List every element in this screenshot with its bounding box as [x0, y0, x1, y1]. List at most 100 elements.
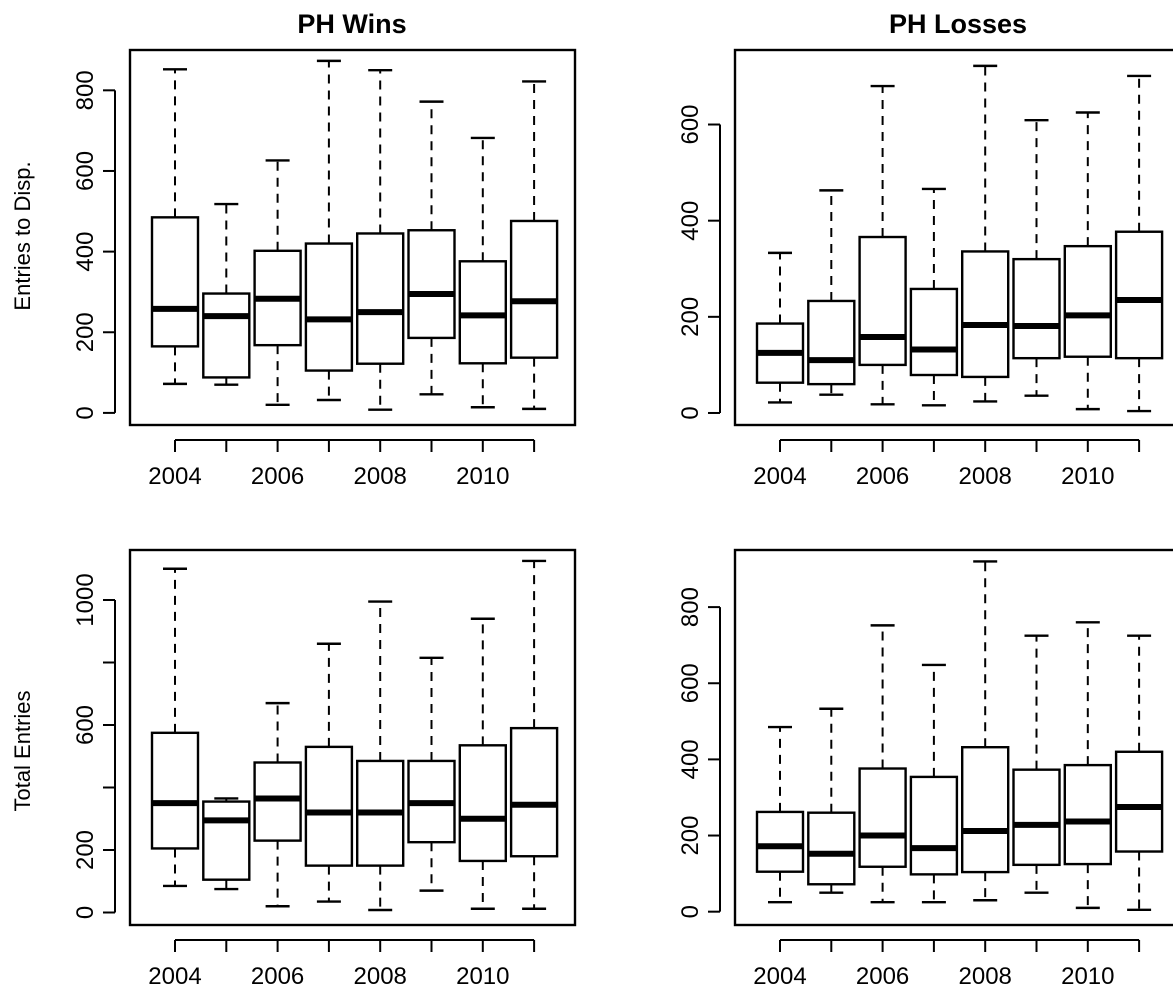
box-2010	[458, 136, 507, 409]
iqr-box	[1114, 750, 1164, 853]
y-tick-label: 0	[72, 406, 99, 419]
iqr-box	[858, 235, 907, 367]
box-2009	[407, 100, 456, 396]
plot-frame	[128, 548, 577, 927]
iqr-box	[909, 287, 959, 377]
box-2005	[202, 202, 251, 386]
box-2006	[858, 84, 907, 406]
x-tick-label: 2004	[753, 463, 806, 490]
iqr-box	[1063, 244, 1113, 358]
iqr-box	[1063, 763, 1113, 866]
iqr-box	[1012, 257, 1061, 360]
iqr-box	[202, 800, 251, 881]
x-tick-label: 2010	[456, 463, 509, 490]
y-tick-label: 200	[72, 830, 99, 870]
iqr-box	[458, 744, 507, 863]
x-tick-label: 2006	[251, 963, 304, 987]
box-2009	[1012, 634, 1061, 894]
box-2006	[858, 624, 907, 904]
iqr-box	[755, 810, 805, 873]
y-tick-label: 200	[677, 297, 704, 337]
x-tick-label: 2010	[1061, 963, 1114, 987]
y-tick-label: 600	[72, 151, 99, 191]
iqr-box	[356, 232, 405, 365]
iqr-box	[202, 292, 251, 379]
box-2011	[509, 80, 559, 411]
x-tick-label: 2010	[1061, 463, 1114, 490]
box-2008	[356, 600, 405, 912]
iqr-box	[1114, 230, 1164, 360]
box-2007	[909, 663, 959, 904]
box-2009	[407, 656, 456, 892]
plot-frame	[733, 48, 1173, 427]
y-tick-label: 400	[677, 739, 704, 779]
x-tick-label: 2008	[354, 963, 407, 987]
y-tick-label: 200	[72, 312, 99, 352]
box-2005	[807, 189, 856, 396]
x-tick-label: 2008	[959, 963, 1012, 987]
y-tick-label: 600	[677, 104, 704, 144]
iqr-box	[807, 299, 856, 386]
iqr-box	[253, 761, 302, 842]
panel-ph-losses-total-entries: 0 200 400 600 800 2004 2006 2008 2010	[677, 548, 1173, 987]
x-tick-label: 2004	[148, 463, 201, 490]
panel-title-ph-losses: PH Losses	[889, 9, 1027, 39]
box-2005	[807, 707, 856, 894]
iqr-box	[961, 250, 1010, 379]
x-tick-label: 2006	[856, 463, 909, 490]
x-tick-label: 2006	[251, 463, 304, 490]
x-tick-label: 2008	[959, 463, 1012, 490]
box-2004	[755, 725, 805, 904]
y-axis-label-entries-to-disp: Entries to Disp.	[10, 161, 35, 310]
panel-ph-wins-entries-to-disp: PH Wins Entries to Disp. 0 200 400 600 800 20…	[10, 9, 577, 490]
y-tick-label: 0	[72, 906, 99, 919]
box-2006	[253, 159, 302, 407]
y-tick-label: 400	[72, 232, 99, 272]
iqr-box	[407, 229, 456, 340]
iqr-box	[1012, 768, 1061, 867]
iqr-box	[304, 242, 354, 372]
box-2007	[909, 187, 959, 407]
box-2011	[1114, 74, 1164, 413]
x-tick-label: 2004	[753, 963, 806, 987]
box-2010	[458, 617, 507, 910]
y-tick-label: 1000	[72, 573, 99, 626]
iqr-box	[858, 767, 907, 868]
box-2006	[253, 701, 302, 908]
x-tick-label: 2008	[354, 463, 407, 490]
box-2009	[1012, 118, 1061, 397]
box-2007	[304, 59, 354, 402]
y-tick-label: 200	[677, 816, 704, 856]
panel-title-ph-wins: PH Wins	[297, 9, 406, 39]
box-2011	[509, 559, 559, 910]
box-2005	[202, 797, 251, 891]
iqr-box	[807, 811, 856, 886]
box-2008	[356, 68, 405, 411]
iqr-box	[509, 219, 559, 359]
box-2004	[150, 68, 200, 386]
box-2008	[961, 560, 1010, 902]
x-tick-label: 2006	[856, 963, 909, 987]
plot-frame	[128, 48, 577, 427]
iqr-box	[458, 260, 507, 365]
y-tick-label: 800	[677, 587, 704, 627]
y-axis-label-total-entries: Total Entries	[10, 690, 35, 811]
box-2004	[755, 251, 805, 404]
y-tick-label: 600	[72, 705, 99, 745]
y-tick-label: 0	[677, 406, 704, 419]
iqr-box	[304, 745, 354, 867]
box-2010	[1063, 111, 1113, 411]
panel-ph-losses-entries-to-disp: PH Losses 0 200 400 600 2004 2006 2008 2010	[677, 9, 1173, 490]
box-2007	[304, 642, 354, 903]
x-tick-label: 2004	[148, 963, 201, 987]
box-2011	[1114, 634, 1164, 911]
iqr-box	[150, 731, 200, 850]
iqr-box	[509, 726, 559, 858]
box-2008	[961, 64, 1010, 403]
y-tick-label: 800	[72, 70, 99, 110]
x-tick-label: 2010	[456, 963, 509, 987]
box-2010	[1063, 621, 1113, 910]
y-tick-label: 0	[677, 905, 704, 918]
iqr-box	[961, 746, 1010, 874]
